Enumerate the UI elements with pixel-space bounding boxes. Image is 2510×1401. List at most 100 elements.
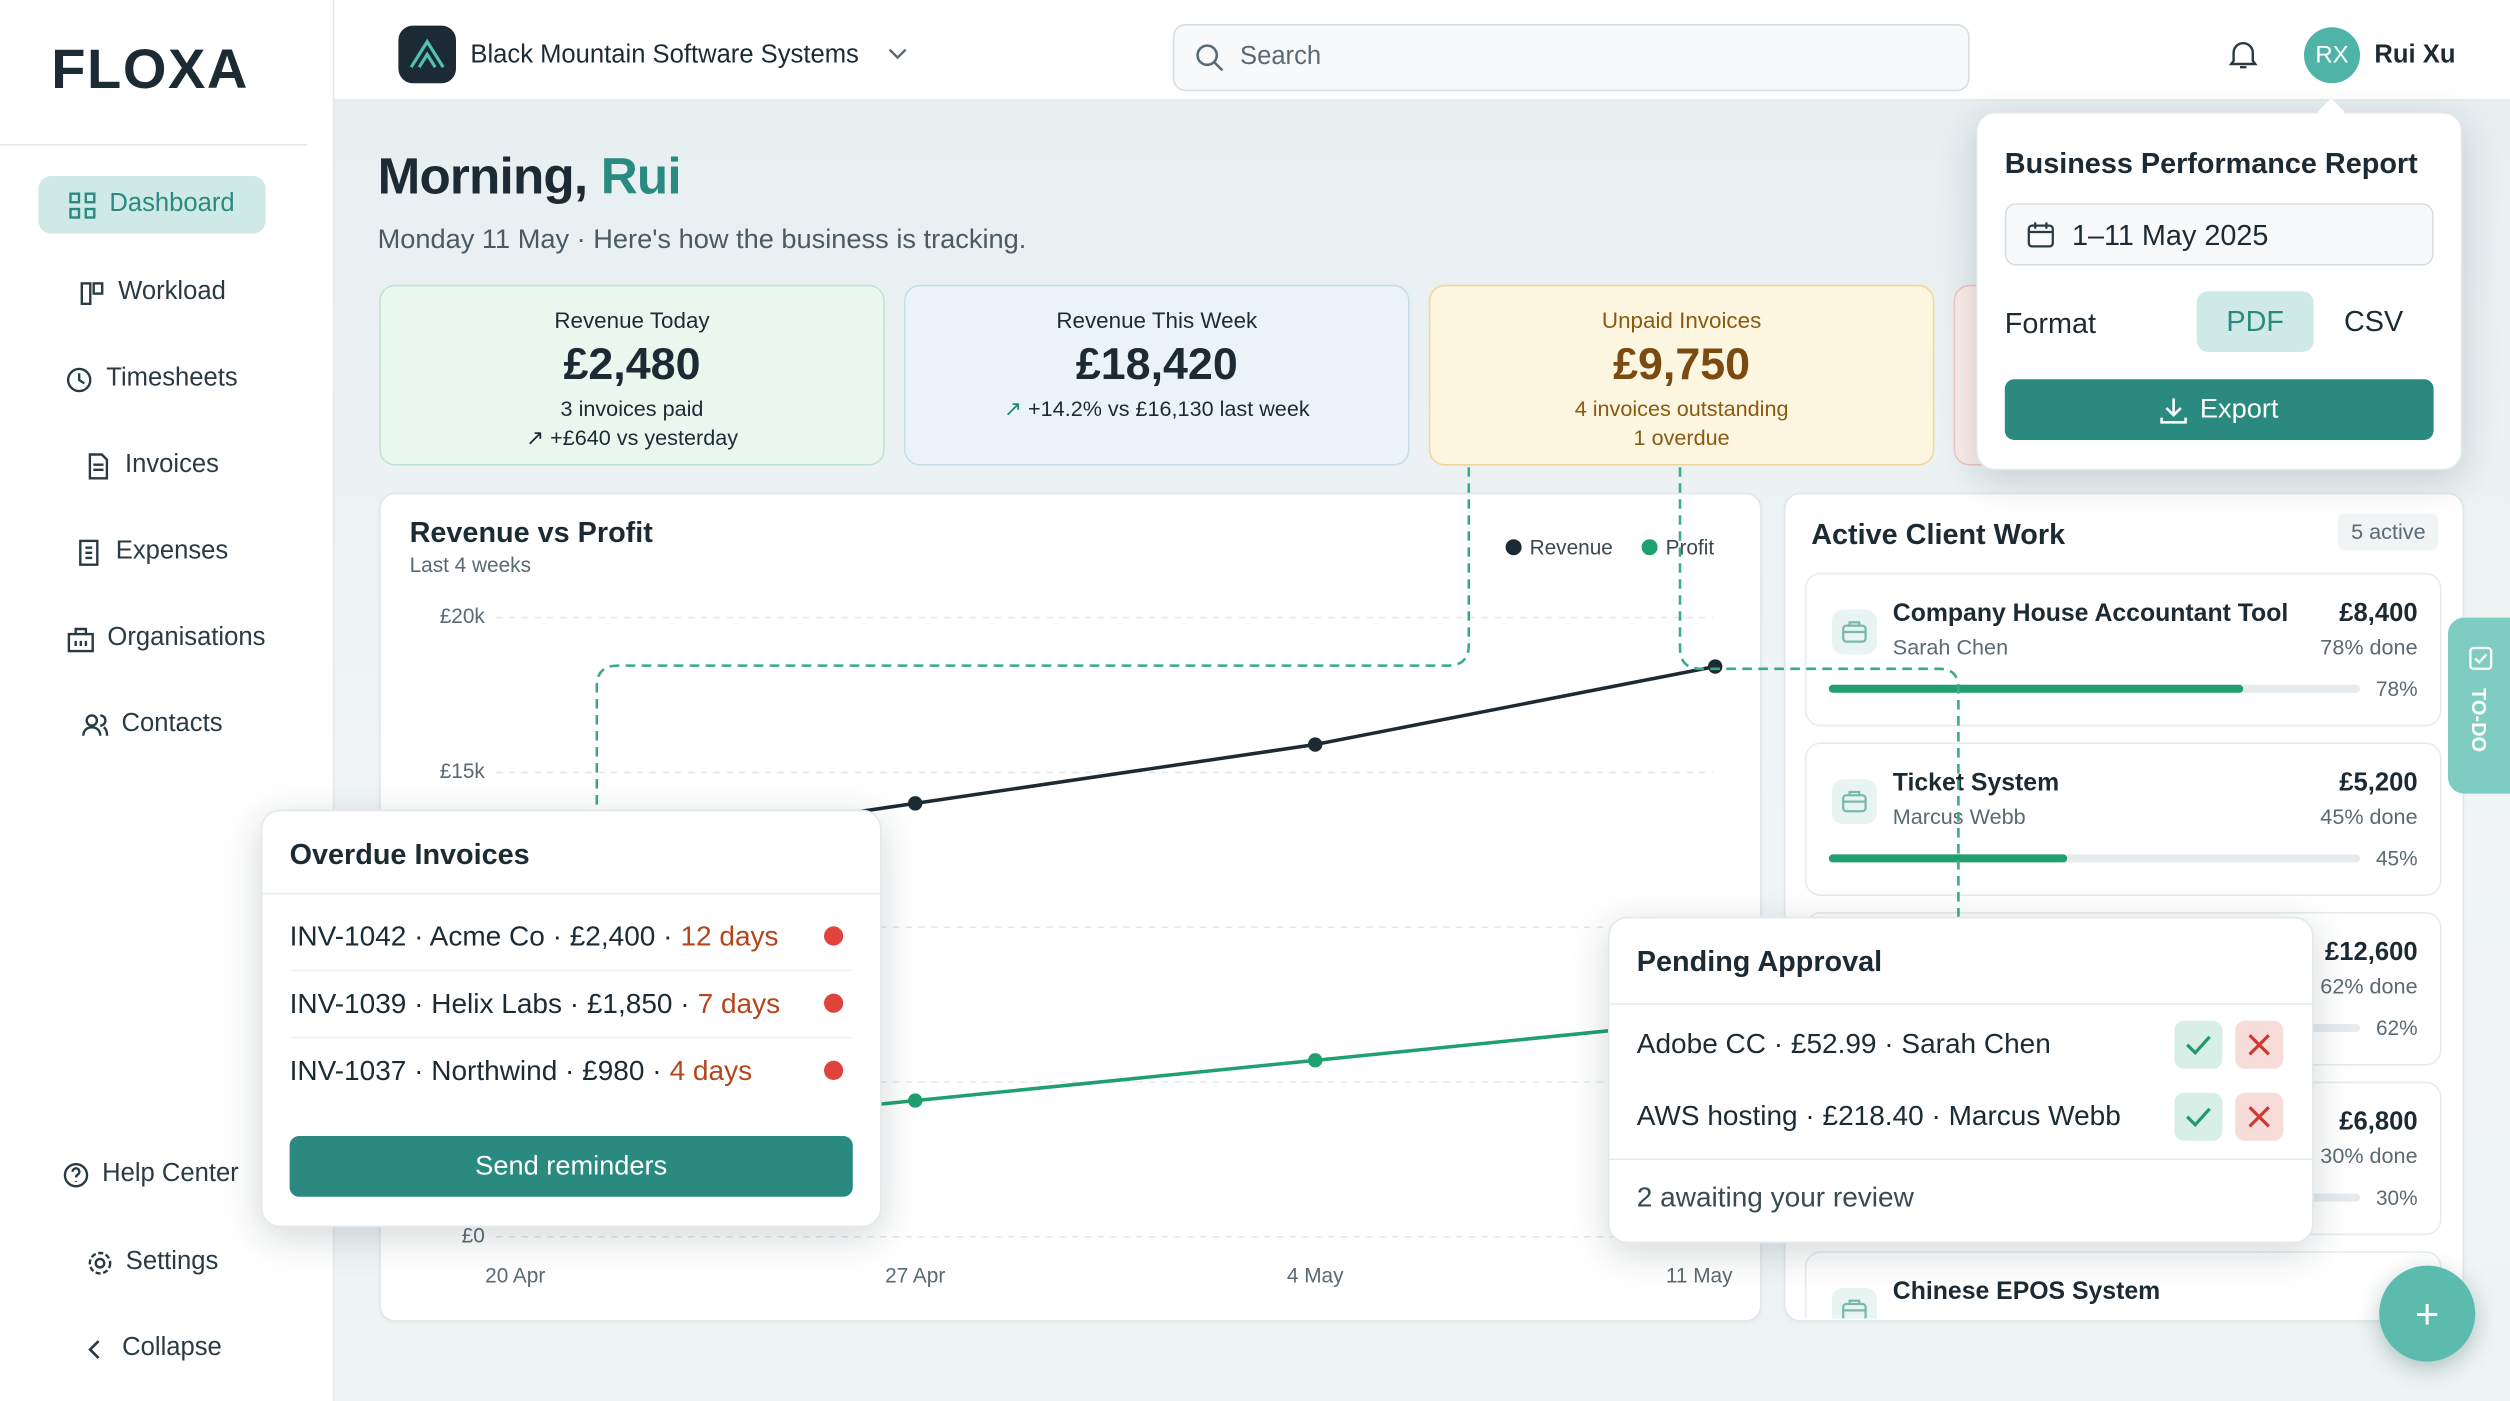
divider [289, 969, 853, 972]
nav-item[interactable]: Expenses [38, 523, 265, 581]
trend-icon: ↗ [525, 425, 545, 450]
approval-footer: 2 awaiting your review [1636, 1180, 1914, 1213]
bell-icon[interactable] [2228, 38, 2258, 70]
data-point [1308, 1053, 1323, 1068]
client-done: 62% done [2320, 974, 2418, 999]
overdue-row[interactable]: INV-1037 · Northwind · £980 · 4 days [290, 1051, 853, 1089]
check-icon [2186, 1107, 2211, 1128]
nav-item[interactable]: Workload [38, 264, 265, 322]
kpi-note: 1 overdue [1633, 425, 1730, 450]
progress-fill [1828, 684, 2244, 693]
calendar-icon [2027, 222, 2054, 248]
client-card[interactable]: Chinese EPOS System [1804, 1251, 2442, 1319]
nav-label: Collapse [122, 1334, 222, 1362]
progress-label: 45% [2375, 846, 2418, 871]
nav-item[interactable]: Collapse [38, 1320, 265, 1378]
avatar[interactable]: RX [2304, 27, 2360, 84]
status-dot [824, 993, 844, 1013]
briefcase-icon [1842, 1299, 1867, 1319]
nav-label: Organisations [107, 624, 266, 652]
nav-item[interactable]: Invoices [38, 437, 265, 495]
popover-title: Business Performance Report [2004, 147, 2418, 180]
org-name[interactable]: Black Mountain Software Systems [470, 41, 859, 69]
cross-icon [2248, 1034, 2270, 1056]
status-dot [824, 1060, 844, 1080]
approve-button[interactable] [2174, 1020, 2223, 1069]
fab[interactable]: + [2379, 1265, 2476, 1362]
nav-label: Invoices [125, 451, 219, 479]
kpi-note: +14.2% vs £16,130 last week [1028, 396, 1310, 421]
user-first-name: Rui [600, 147, 682, 205]
nav-label: Settings [125, 1248, 219, 1276]
kpi-card[interactable]: Revenue Today £2,480 3 invoices paid ↗ +… [379, 284, 885, 466]
progress-track [1828, 684, 2360, 693]
progress-track [1828, 854, 2360, 863]
kpi-card[interactable]: Revenue This Week £18,420 ↗ +14.2% vs £1… [904, 284, 1410, 466]
search-box[interactable]: Search [1172, 24, 1970, 92]
format-label: Format [2004, 307, 2097, 340]
kpi-value: £2,480 [563, 339, 701, 389]
approval-text: AWS hosting · £218.40 · Marcus Webb [1636, 1099, 2121, 1132]
client-card[interactable]: Ticket System Marcus Webb £5,200 45% done 45… [1804, 742, 2442, 896]
approve-button[interactable] [2174, 1092, 2223, 1141]
client-owner: Sarah Chen [1892, 635, 2009, 660]
kpi-note: 4 invoices outstanding [1574, 396, 1789, 421]
client-amount: £5,200 [2339, 769, 2418, 797]
nav-item[interactable]: Contacts [38, 696, 265, 754]
todo-label: TO-DO [2467, 688, 2490, 753]
report-popover: Business Performance Report 1–11 May 202… [1976, 98, 2463, 471]
format-option[interactable]: CSV [2343, 304, 2404, 337]
x-tick-label: 4 May [1287, 1264, 1344, 1287]
client-icon [1832, 779, 1877, 824]
cross-icon [2248, 1106, 2270, 1128]
overdue-days: 4 days [669, 1053, 753, 1086]
client-amount: £6,800 [2339, 1108, 2418, 1136]
nav-item[interactable]: Organisations [38, 610, 294, 668]
nav-label: Workload [118, 278, 226, 306]
data-point [908, 1093, 923, 1108]
invoice-text: INV-1039 · Helix Labs · £1,850 · [289, 986, 690, 1019]
data-point [908, 796, 923, 811]
send-reminders-button[interactable]: Send reminders [289, 1136, 853, 1197]
kpi-value: £18,420 [1075, 339, 1238, 389]
reject-button[interactable] [2235, 1020, 2284, 1069]
nav-item[interactable]: Timesheets [38, 350, 265, 408]
chart: Revenue vs Profit Last 4 weeks £0£5k£10k… [410, 517, 1734, 1287]
date-picker[interactable]: 1–11 May 2025 [2004, 203, 2434, 266]
greeting-subtitle: Monday 11 May · Here's how the business … [377, 224, 1027, 255]
kpi-card[interactable]: Unpaid Invoices £9,750 4 invoices outsta… [1428, 284, 1935, 466]
divider [0, 144, 308, 146]
overdue-popover: Overdue Invoices INV-1042 · Acme Co · £2… [260, 809, 882, 1228]
brand: FLOXA [51, 38, 249, 101]
date-range: 1–11 May 2025 [2072, 219, 2269, 252]
legend-swatch [1505, 539, 1522, 556]
nav-item[interactable]: Help Center [45, 1146, 256, 1204]
progress-label: 78% [2375, 676, 2418, 701]
badge: 5 active [2338, 513, 2439, 551]
nav-item[interactable]: Settings [38, 1234, 265, 1292]
client-card[interactable]: Company House Accountant Tool Sarah Chen £… [1804, 572, 2442, 727]
reject-button[interactable] [2235, 1092, 2284, 1141]
overdue-row[interactable]: INV-1042 · Acme Co · £2,400 · 12 days [290, 917, 853, 955]
overdue-days: 7 days [697, 986, 781, 1019]
status-dot [824, 926, 844, 946]
chart-subtitle: Last 4 weeks [410, 554, 531, 577]
briefcase-icon [1842, 790, 1867, 813]
progress-label: 62% [2375, 1016, 2418, 1040]
progress-label: 30% [2375, 1185, 2418, 1210]
export-button[interactable]: Export [2004, 379, 2434, 440]
todo-tab[interactable]: TO-DO [2448, 617, 2510, 794]
chart-title: Revenue vs Profit [410, 517, 654, 549]
nav-item[interactable]: Dashboard [38, 176, 266, 234]
client-name: Ticket System [1892, 769, 2060, 797]
user-name[interactable]: Rui Xu [2374, 41, 2456, 69]
format-option[interactable]: PDF [2196, 291, 2314, 352]
kpi-label: Unpaid Invoices [1601, 307, 1762, 333]
button-label: Export [2199, 393, 2279, 424]
overdue-row[interactable]: INV-1039 · Helix Labs · £1,850 · 7 days [290, 984, 853, 1022]
client-icon [1832, 1288, 1877, 1319]
chevron [888, 48, 907, 60]
